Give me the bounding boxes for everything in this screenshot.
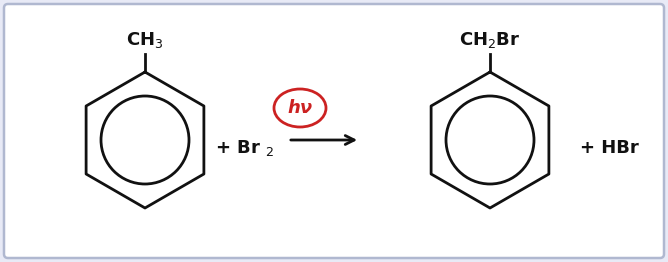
FancyBboxPatch shape — [4, 4, 664, 258]
Text: CH$_3$: CH$_3$ — [126, 30, 164, 50]
Text: + Br $_{2}$: + Br $_{2}$ — [215, 138, 274, 158]
Text: CH$_2$Br: CH$_2$Br — [460, 30, 521, 50]
Text: + HBr: + HBr — [580, 139, 639, 157]
Text: hν: hν — [287, 99, 313, 117]
